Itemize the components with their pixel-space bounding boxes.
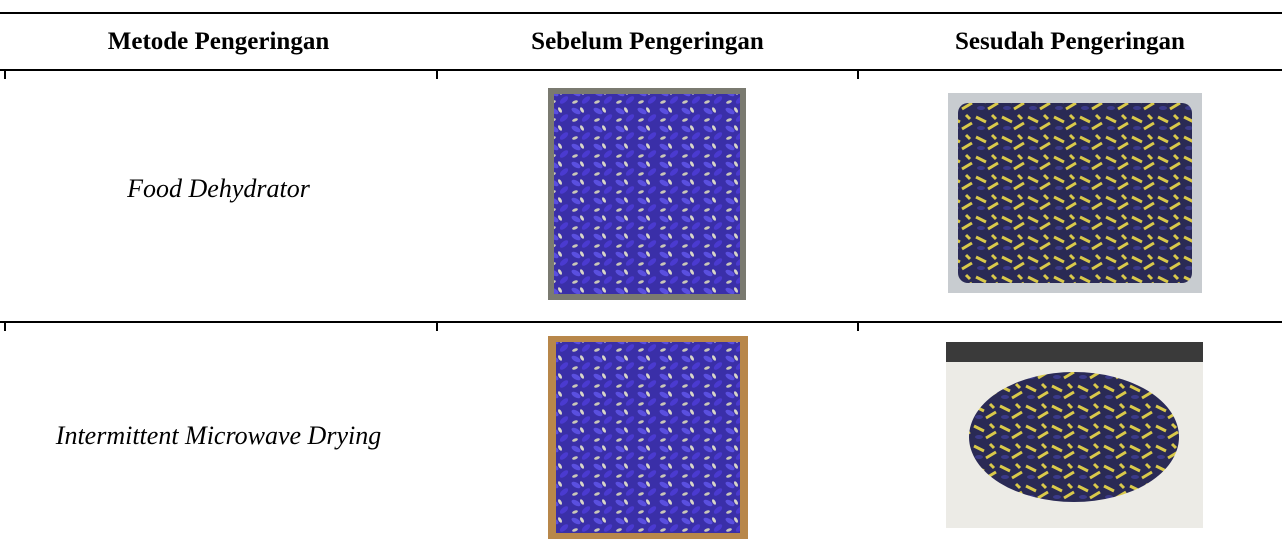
method-cell: Intermittent Microwave Drying — [55, 421, 382, 450]
cell-border — [436, 321, 438, 331]
cell-border — [857, 321, 859, 331]
row-rule — [0, 69, 1282, 71]
table-top-rule — [0, 12, 1282, 14]
photo-after — [948, 93, 1202, 293]
photo-before — [548, 88, 746, 300]
photo-before — [548, 336, 748, 539]
column-header: Sebelum Pengeringan — [531, 28, 764, 55]
column-header: Sesudah Pengeringan — [955, 28, 1185, 55]
cell-border — [4, 69, 6, 79]
cell-border — [436, 69, 438, 79]
method-cell: Food Dehydrator — [127, 174, 310, 203]
row-rule — [0, 321, 1282, 323]
cell-border — [857, 69, 859, 79]
photo-after — [946, 342, 1203, 528]
column-header: Metode Pengeringan — [107, 28, 330, 55]
cell-border — [4, 321, 6, 331]
